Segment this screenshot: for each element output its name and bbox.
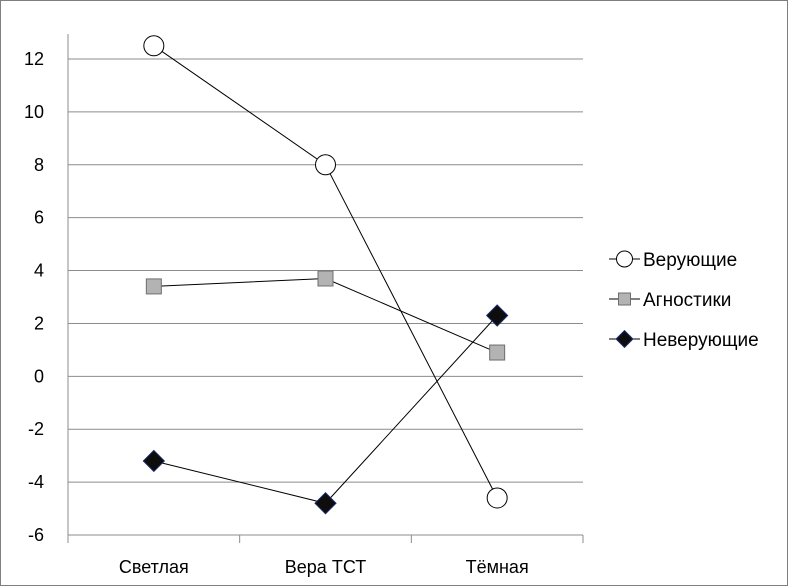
data-point <box>486 487 508 509</box>
y-tick-label: 0 <box>34 366 44 386</box>
y-tick-label: 2 <box>34 313 44 333</box>
legend-label: Неверующие <box>643 330 759 351</box>
y-tick-label: 4 <box>34 261 44 281</box>
series-line <box>153 315 498 504</box>
y-tick-label: 8 <box>34 155 44 175</box>
data-point <box>143 35 165 57</box>
axes <box>67 34 584 543</box>
legend-marker <box>616 250 633 268</box>
legend-label: Верующие <box>643 250 737 271</box>
legend-marker <box>618 292 631 306</box>
series-line <box>153 277 498 353</box>
data-point <box>489 344 506 361</box>
y-tick-label: 10 <box>24 102 44 122</box>
x-tick-label: Тёмная <box>466 557 529 577</box>
y-tick-label: 6 <box>34 208 44 228</box>
data-point <box>145 278 162 295</box>
y-axis-tick-labels: 12 10 8 6 4 2 0 -2 -4 -6 <box>24 49 44 545</box>
legend-label: Агностики <box>643 290 731 311</box>
y-tick-label: -4 <box>28 472 44 492</box>
y-tick-label: 12 <box>24 49 44 69</box>
y-tick-label: -2 <box>28 419 44 439</box>
data-point <box>485 304 509 327</box>
legend-marker <box>615 329 634 349</box>
x-tick-label: Светлая <box>119 557 189 577</box>
legend: Верующие Агностики Неверующие <box>609 250 759 351</box>
y-tick-label: -6 <box>28 525 44 545</box>
series-group <box>142 35 509 515</box>
data-point <box>315 154 336 176</box>
data-point <box>317 270 334 287</box>
data-point <box>314 492 337 515</box>
x-axis-tick-labels: Светлая Вера ТСТ Тёмная <box>119 557 529 577</box>
x-tick-label: Вера ТСТ <box>285 557 366 577</box>
data-point <box>142 449 166 473</box>
